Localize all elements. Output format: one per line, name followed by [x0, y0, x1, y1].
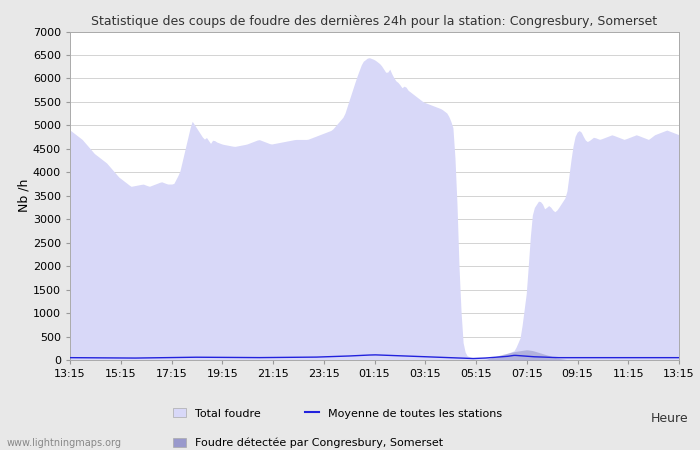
Text: www.lightningmaps.org: www.lightningmaps.org [7, 438, 122, 448]
Y-axis label: Nb /h: Nb /h [17, 179, 30, 212]
Legend: Foudre détectée par Congresbury, Somerset: Foudre détectée par Congresbury, Somerse… [173, 438, 443, 448]
Title: Statistique des coups de foudre des dernières 24h pour la station: Congresbury, : Statistique des coups de foudre des dern… [92, 14, 657, 27]
Text: Heure: Heure [651, 412, 689, 425]
